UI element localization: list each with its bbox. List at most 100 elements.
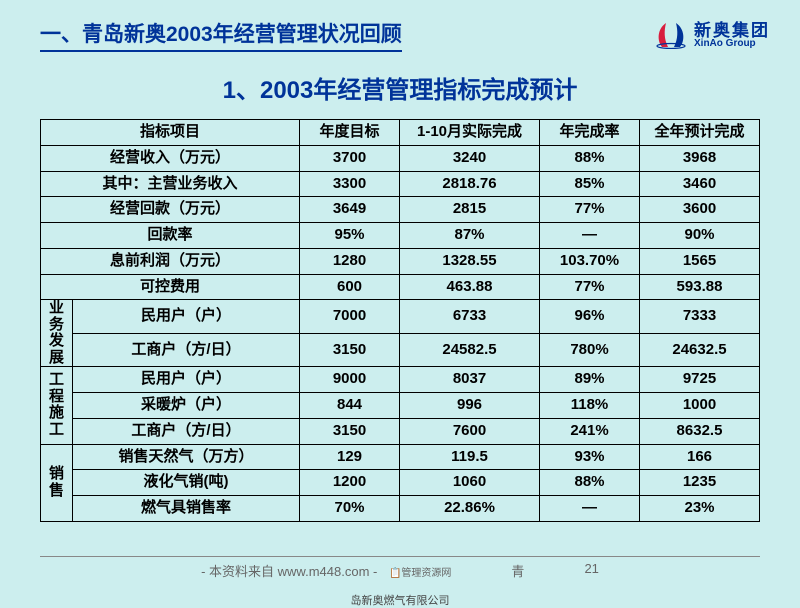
logo-name-en: XinAo Group — [694, 39, 770, 49]
cell: 593.88 — [640, 274, 760, 300]
row-category: 工程施工 — [41, 367, 73, 444]
row-label: 工商户（方/日） — [73, 333, 300, 367]
cell: 95% — [300, 223, 400, 249]
table-row: 经营收入（万元）3700324088%3968 — [41, 145, 760, 171]
page-number: 21 — [584, 561, 598, 580]
table-row: 工程施工民用户（户）9000803789%9725 — [41, 367, 760, 393]
row-label: 其中：主营业务收入 — [41, 171, 300, 197]
cell: — — [540, 496, 640, 522]
row-label: 息前利润（万元） — [41, 248, 300, 274]
cell: 1565 — [640, 248, 760, 274]
cell: 8632.5 — [640, 418, 760, 444]
cell: 6733 — [400, 300, 540, 334]
cell: 3968 — [640, 145, 760, 171]
cell: 3649 — [300, 197, 400, 223]
row-label: 销售天然气（万方） — [73, 444, 300, 470]
cell: 1280 — [300, 248, 400, 274]
cell: 3300 — [300, 171, 400, 197]
row-label: 采暖炉（户） — [73, 393, 300, 419]
cell: 87% — [400, 223, 540, 249]
cell: 2818.76 — [400, 171, 540, 197]
cell: 3150 — [300, 418, 400, 444]
cell: 88% — [540, 145, 640, 171]
cell: 1000 — [640, 393, 760, 419]
table-row: 其中：主营业务收入33002818.7685%3460 — [41, 171, 760, 197]
section-heading: 一、青岛新奥2003年经营管理状况回顾 — [40, 18, 402, 52]
cell: — — [540, 223, 640, 249]
cell: 9725 — [640, 367, 760, 393]
cell: 3700 — [300, 145, 400, 171]
cell: 241% — [540, 418, 640, 444]
cell: 118% — [540, 393, 640, 419]
table-row: 采暖炉（户）844996118%1000 — [41, 393, 760, 419]
cell: 463.88 — [400, 274, 540, 300]
cell: 7333 — [640, 300, 760, 334]
footer-extra: 青 — [511, 561, 524, 580]
cell: 2815 — [400, 197, 540, 223]
table-row: 可控费用600463.8877%593.88 — [41, 274, 760, 300]
cell: 129 — [300, 444, 400, 470]
cell: 24632.5 — [640, 333, 760, 367]
cell: 22.86% — [400, 496, 540, 522]
cell: 23% — [640, 496, 760, 522]
cell: 24582.5 — [400, 333, 540, 367]
slide-footer: - 本资料来自 www.m448.com - 📋管理资源网 青 21 岛新奥燃气… — [0, 550, 800, 596]
cell: 93% — [540, 444, 640, 470]
table-row: 工商户（方/日）31507600241%8632.5 — [41, 418, 760, 444]
cell: 90% — [640, 223, 760, 249]
cell: 119.5 — [400, 444, 540, 470]
cell: 89% — [540, 367, 640, 393]
slide-subtitle: 1、2003年经营管理指标完成预计 — [0, 70, 800, 105]
row-label: 经营收入（万元） — [41, 145, 300, 171]
cell: 1328.55 — [400, 248, 540, 274]
cell: 1200 — [300, 470, 400, 496]
table-row: 回款率95%87%—90% — [41, 223, 760, 249]
cell: 1060 — [400, 470, 540, 496]
row-label: 液化气销(吨) — [73, 470, 300, 496]
cell: 88% — [540, 470, 640, 496]
footer-sub: 岛新奥燃气有限公司 — [0, 592, 800, 608]
cell: 996 — [400, 393, 540, 419]
footer-source: - 本资料来自 www.m448.com - — [201, 564, 377, 579]
cell: 77% — [540, 197, 640, 223]
table-row: 经营回款（万元）3649281577%3600 — [41, 197, 760, 223]
cell: 96% — [540, 300, 640, 334]
row-label: 可控费用 — [41, 274, 300, 300]
row-label: 回款率 — [41, 223, 300, 249]
cell: 3600 — [640, 197, 760, 223]
cell: 77% — [540, 274, 640, 300]
cell: 166 — [640, 444, 760, 470]
table-row: 燃气具销售率70%22.86%—23% — [41, 496, 760, 522]
row-label: 工商户（方/日） — [73, 418, 300, 444]
cell: 7000 — [300, 300, 400, 334]
col-header: 指标项目 — [41, 120, 300, 146]
logo: 新奥集团 XinAo Group — [654, 21, 770, 49]
row-category: 销售 — [41, 444, 73, 521]
table-row: 工商户（方/日）315024582.5780%24632.5 — [41, 333, 760, 367]
cell: 70% — [300, 496, 400, 522]
cell: 1235 — [640, 470, 760, 496]
cell: 780% — [540, 333, 640, 367]
cell: 7600 — [400, 418, 540, 444]
table-row: 液化气销(吨)1200106088%1235 — [41, 470, 760, 496]
cell: 844 — [300, 393, 400, 419]
cell: 3240 — [400, 145, 540, 171]
logo-icon — [654, 21, 688, 49]
row-label: 燃气具销售率 — [73, 496, 300, 522]
cell: 103.70% — [540, 248, 640, 274]
table-row: 息前利润（万元）12801328.55103.70%1565 — [41, 248, 760, 274]
cell: 3460 — [640, 171, 760, 197]
col-header: 年完成率 — [540, 120, 640, 146]
row-label: 民用户（户） — [73, 367, 300, 393]
cell: 9000 — [300, 367, 400, 393]
col-header: 1-10月实际完成 — [400, 120, 540, 146]
cell: 3150 — [300, 333, 400, 367]
cell: 85% — [540, 171, 640, 197]
metrics-table: 指标项目年度目标1-10月实际完成年完成率全年预计完成经营收入（万元）37003… — [40, 119, 760, 522]
cell: 8037 — [400, 367, 540, 393]
col-header: 全年预计完成 — [640, 120, 760, 146]
cell: 600 — [300, 274, 400, 300]
footer-badge: 📋管理资源网 — [389, 564, 451, 579]
table-row: 销售销售天然气（万方）129119.593%166 — [41, 444, 760, 470]
row-label: 民用户（户） — [73, 300, 300, 334]
